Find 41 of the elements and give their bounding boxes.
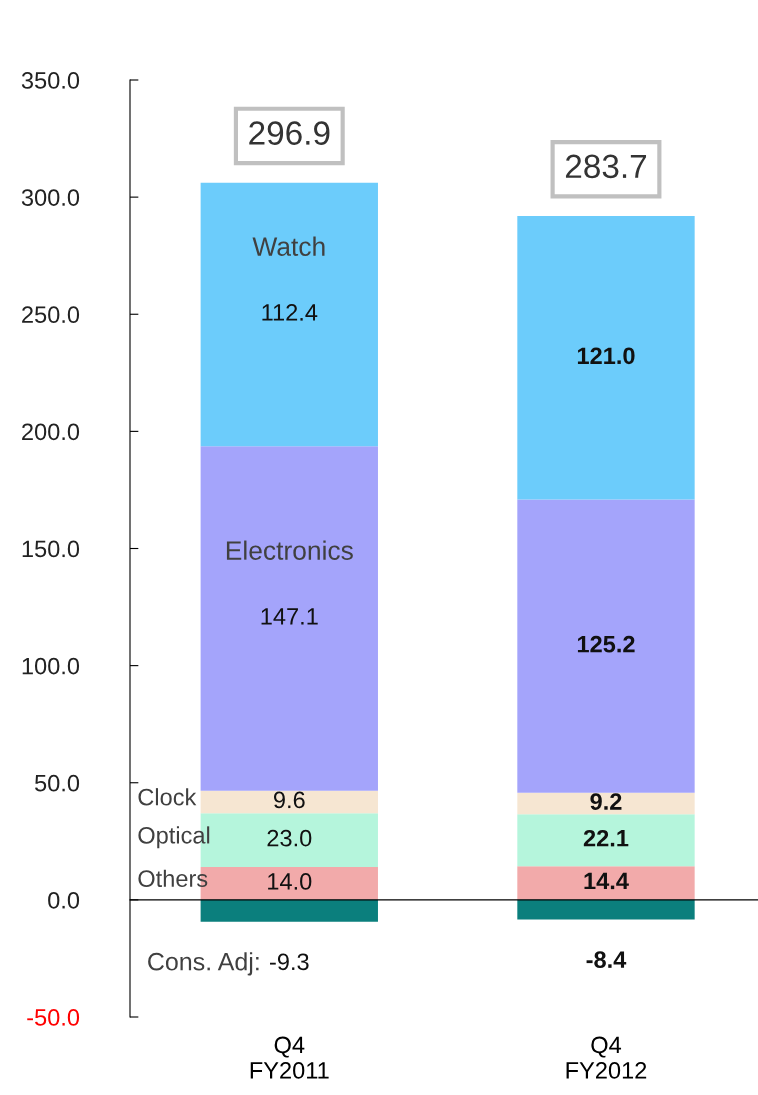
- total-label: 296.9: [249, 121, 330, 145]
- y-tick-label: 250.0: [22, 306, 80, 324]
- bar: [517, 499, 695, 793]
- y-tick-label: 300.0: [21, 189, 80, 206]
- bar: [517, 216, 695, 500]
- bar: [517, 866, 695, 900]
- data-label: 9.6: [273, 791, 305, 809]
- y-tick-label: 0.0: [48, 891, 80, 909]
- data-label: 14.4: [584, 872, 629, 890]
- y-tick-label: 150.0: [22, 540, 80, 558]
- bar: [517, 814, 695, 867]
- y-tick-label: 100.0: [22, 657, 80, 675]
- y-tick-label: 200.0: [22, 423, 80, 441]
- x-tick-label: Q4 FY2012: [566, 1036, 647, 1079]
- bar: [517, 899, 695, 920]
- y-tick-label: -50.0: [27, 1009, 80, 1026]
- series-label: Clock: [138, 788, 197, 806]
- data-label: -9.3: [270, 953, 309, 971]
- series-label: Others: [138, 869, 208, 887]
- data-label: 9.2: [590, 793, 622, 810]
- data-label: 14.0: [268, 873, 312, 890]
- total-label: 283.7: [565, 154, 647, 179]
- bar: [200, 790, 378, 814]
- data-label: 147.1: [261, 608, 318, 625]
- bar: [517, 792, 695, 815]
- data-label: 112.4: [262, 304, 318, 321]
- bar: [200, 446, 378, 791]
- data-label: -8.4: [586, 951, 627, 969]
- series-label: Cons. Adj:: [148, 952, 259, 976]
- data-label: 121.0: [577, 347, 635, 365]
- series-label: Optical: [138, 826, 210, 849]
- x-tick-label: Q4 FY2011: [250, 1036, 329, 1079]
- bar: [200, 182, 378, 447]
- data-label: 22.1: [583, 829, 629, 847]
- bar: [200, 899, 378, 922]
- y-tick-label: 350.0: [21, 72, 80, 89]
- series-label: Watch: [252, 236, 325, 256]
- series-label: Electronics: [226, 540, 353, 560]
- y-tick-label: 50.0: [35, 774, 80, 792]
- data-label: 23.0: [267, 829, 312, 847]
- data-label: 125.2: [577, 635, 635, 653]
